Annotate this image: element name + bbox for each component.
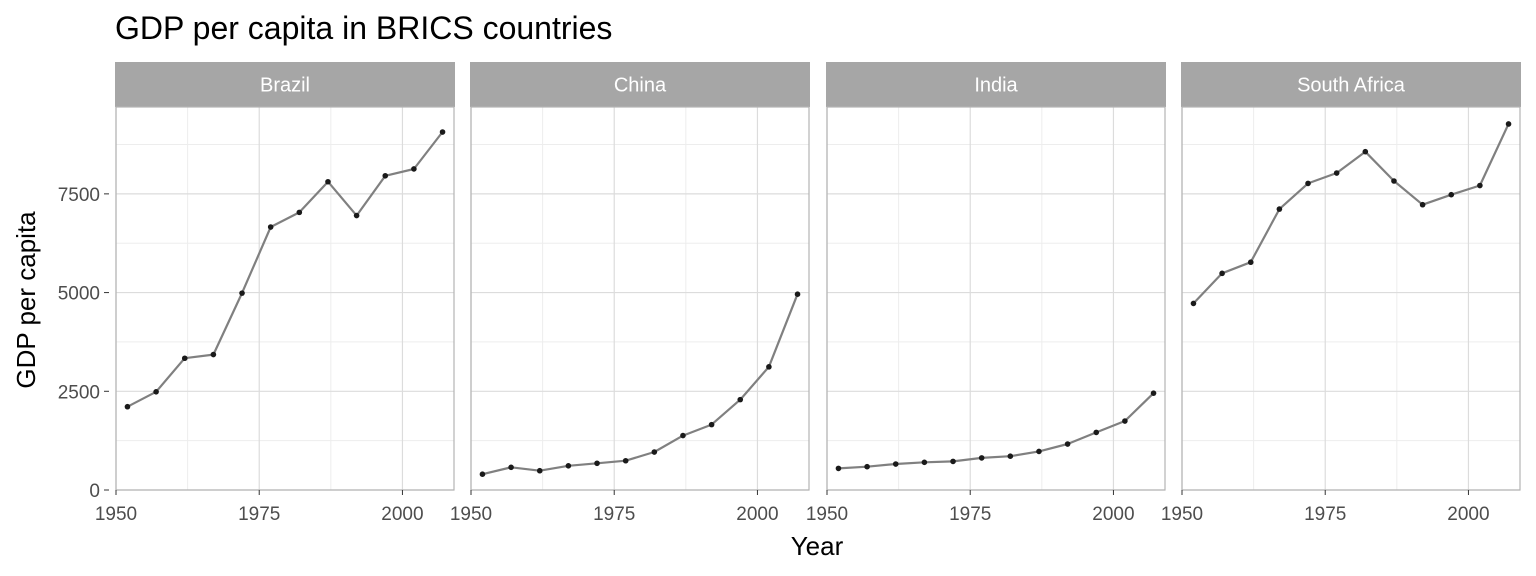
- data-point: [1093, 429, 1100, 436]
- data-point: [153, 389, 159, 395]
- facet-strip: [115, 62, 455, 107]
- facet-strip: [826, 62, 1166, 107]
- x-tick-label: 1975: [1304, 504, 1346, 525]
- x-axis-title: Year: [791, 531, 844, 561]
- facet-panel: China 1950 1975 2000: [450, 62, 810, 525]
- x-tick-label: 1950: [95, 504, 137, 525]
- data-point: [439, 129, 446, 135]
- facet-strip-label: Brazil: [260, 75, 310, 97]
- data-point: [680, 432, 686, 439]
- facet-strip-label: India: [974, 75, 1018, 97]
- data-point: [479, 471, 486, 478]
- data-point: [978, 455, 985, 461]
- data-point: [950, 458, 956, 465]
- data-point: [1150, 390, 1157, 396]
- series-line: [482, 293, 799, 476]
- panel-border: [826, 106, 1166, 491]
- data-point: [1247, 259, 1254, 266]
- data-point: [1036, 448, 1042, 455]
- panel-background: [116, 107, 454, 490]
- series-line: [1192, 123, 1510, 305]
- data-point: [708, 421, 715, 428]
- data-point: [181, 355, 188, 362]
- data-point: [1333, 170, 1340, 176]
- series-line: [126, 131, 444, 408]
- y-tick-label: 0: [89, 481, 100, 502]
- data-point: [921, 459, 928, 466]
- data-point: [1448, 191, 1455, 198]
- data-point: [1505, 121, 1512, 127]
- data-point: [1391, 178, 1397, 184]
- x-tick-label: 2000: [736, 504, 778, 525]
- chart-title: GDP per capita in BRICS countries: [115, 10, 612, 46]
- x-tick-label: 1975: [238, 504, 280, 525]
- data-point: [737, 396, 744, 403]
- data-point: [1190, 300, 1197, 307]
- data-point: [622, 457, 629, 464]
- series-line: [838, 392, 1155, 470]
- facet-panel: South Africa 1950 1975 2000: [1161, 62, 1521, 525]
- data-point: [651, 449, 658, 455]
- x-tick-label: 1950: [450, 504, 492, 525]
- data-point: [1419, 201, 1426, 208]
- data-point: [267, 224, 274, 230]
- panel-background: [471, 107, 809, 490]
- data-point: [382, 172, 389, 179]
- data-point: [594, 460, 600, 467]
- y-tick-label: 2500: [58, 382, 100, 403]
- data-point: [1219, 270, 1225, 277]
- data-point: [1276, 206, 1283, 212]
- y-axis-title: GDP per capita: [11, 211, 41, 389]
- data-point: [411, 166, 417, 172]
- data-point: [864, 463, 870, 470]
- x-tick-label: 1950: [806, 504, 848, 525]
- data-point: [210, 351, 217, 358]
- data-point: [1122, 418, 1128, 424]
- data-point: [794, 291, 801, 297]
- panel-border: [470, 106, 810, 491]
- y-tick-label: 7500: [58, 185, 100, 206]
- data-point: [1362, 148, 1369, 155]
- data-point: [325, 178, 331, 185]
- facet-strip-label: South Africa: [1297, 75, 1406, 97]
- data-point: [353, 212, 360, 219]
- x-tick-label: 2000: [1447, 504, 1489, 525]
- data-point: [892, 461, 899, 467]
- data-point: [1305, 180, 1311, 187]
- data-point: [1064, 441, 1071, 447]
- data-point: [766, 364, 772, 370]
- y-tick-labels: 0 2500 5000 7500: [58, 185, 109, 502]
- x-tick-label: 1950: [1161, 504, 1203, 525]
- facet-strip: [470, 62, 810, 107]
- panel-border: [115, 106, 455, 491]
- x-tick-label: 2000: [1092, 504, 1134, 525]
- facet-strip: [1181, 62, 1521, 107]
- data-point: [536, 467, 543, 474]
- x-tick-label: 2000: [381, 504, 423, 525]
- facet-strip-label: China: [614, 75, 667, 97]
- x-tick-label: 1975: [593, 504, 635, 525]
- data-point: [508, 464, 514, 471]
- panel-background: [827, 107, 1165, 490]
- facet-panel: Brazil 1950 1975 2000: [95, 62, 455, 525]
- panel-background: [1182, 107, 1520, 490]
- y-tick-label: 5000: [58, 284, 100, 305]
- x-tick-label: 1975: [949, 504, 991, 525]
- data-point: [565, 462, 572, 469]
- data-point: [296, 209, 303, 216]
- data-point: [1007, 453, 1014, 460]
- data-point: [124, 403, 131, 410]
- data-point: [835, 465, 842, 472]
- facet-panel: India 1950 1975 2000: [806, 62, 1166, 525]
- data-point: [239, 290, 245, 296]
- data-point: [1477, 182, 1483, 189]
- panel-border: [1181, 106, 1521, 491]
